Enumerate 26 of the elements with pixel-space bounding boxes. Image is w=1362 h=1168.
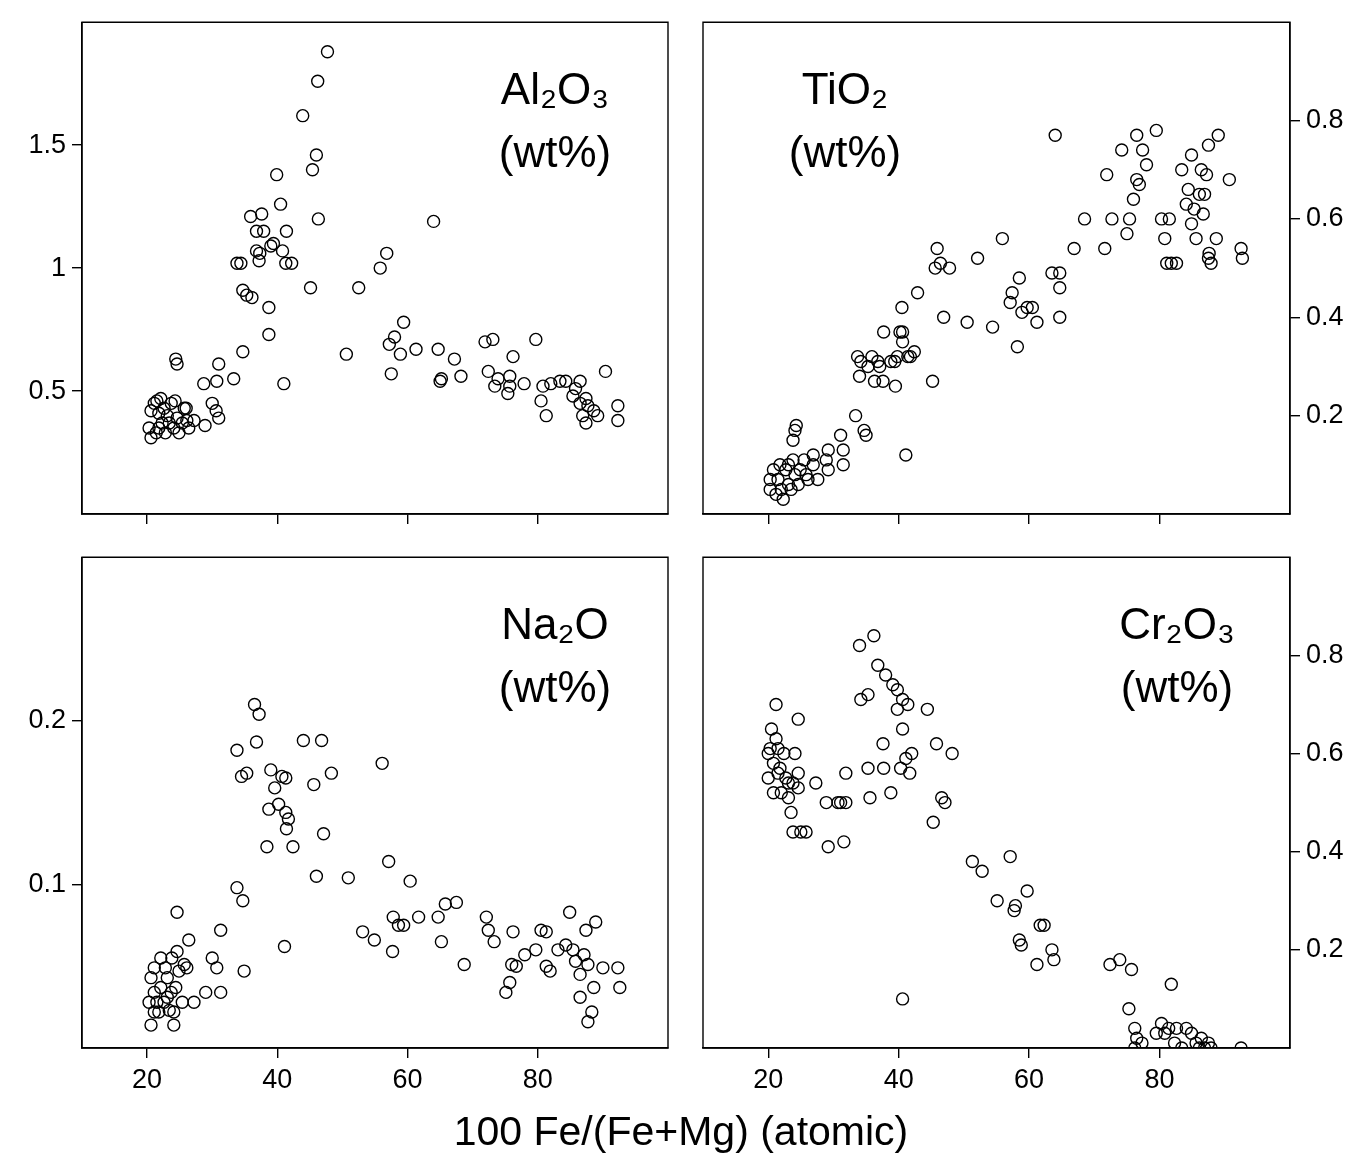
x-tick-label: 60 [392, 1063, 423, 1094]
x-tick-label: 60 [1014, 1063, 1045, 1094]
y2-tick-label: 0.6 [1306, 736, 1344, 767]
y-tick-label: 0.1 [28, 867, 66, 898]
x-tick-label: 40 [883, 1063, 914, 1094]
text: TiO₂ (wt%) [788, 64, 902, 177]
y2-tick-label: 0.8 [1306, 104, 1344, 135]
text: Cr₂O₃ (wt%) [1119, 599, 1235, 712]
y2-tick-label: 0.2 [1306, 399, 1344, 430]
x-tick-label: 20 [132, 1063, 163, 1094]
y-tick-label: 1 [50, 251, 66, 282]
y-tick-label: 1.5 [28, 128, 66, 159]
y2-tick-label: 0.6 [1306, 202, 1344, 233]
text: Na₂O (wt%) [498, 599, 612, 712]
x-tick-label: 20 [753, 1063, 784, 1094]
x-tick-label: 80 [522, 1063, 553, 1094]
x-axis-title: 100 Fe/(Fe+Mg) (atomic) [452, 1108, 910, 1155]
y2-tick-label: 0.4 [1306, 835, 1344, 866]
text: Al₂O₃ (wt%) [498, 64, 612, 177]
y2-tick-label: 0.2 [1306, 933, 1344, 964]
y2-tick-label: 0.8 [1306, 638, 1344, 669]
y-tick-label: 0.2 [28, 704, 66, 735]
y-tick-label: 0.5 [28, 374, 66, 405]
x-tick-label: 40 [262, 1063, 293, 1094]
x-tick-label: 80 [1144, 1063, 1175, 1094]
y2-tick-label: 0.4 [1306, 300, 1344, 331]
